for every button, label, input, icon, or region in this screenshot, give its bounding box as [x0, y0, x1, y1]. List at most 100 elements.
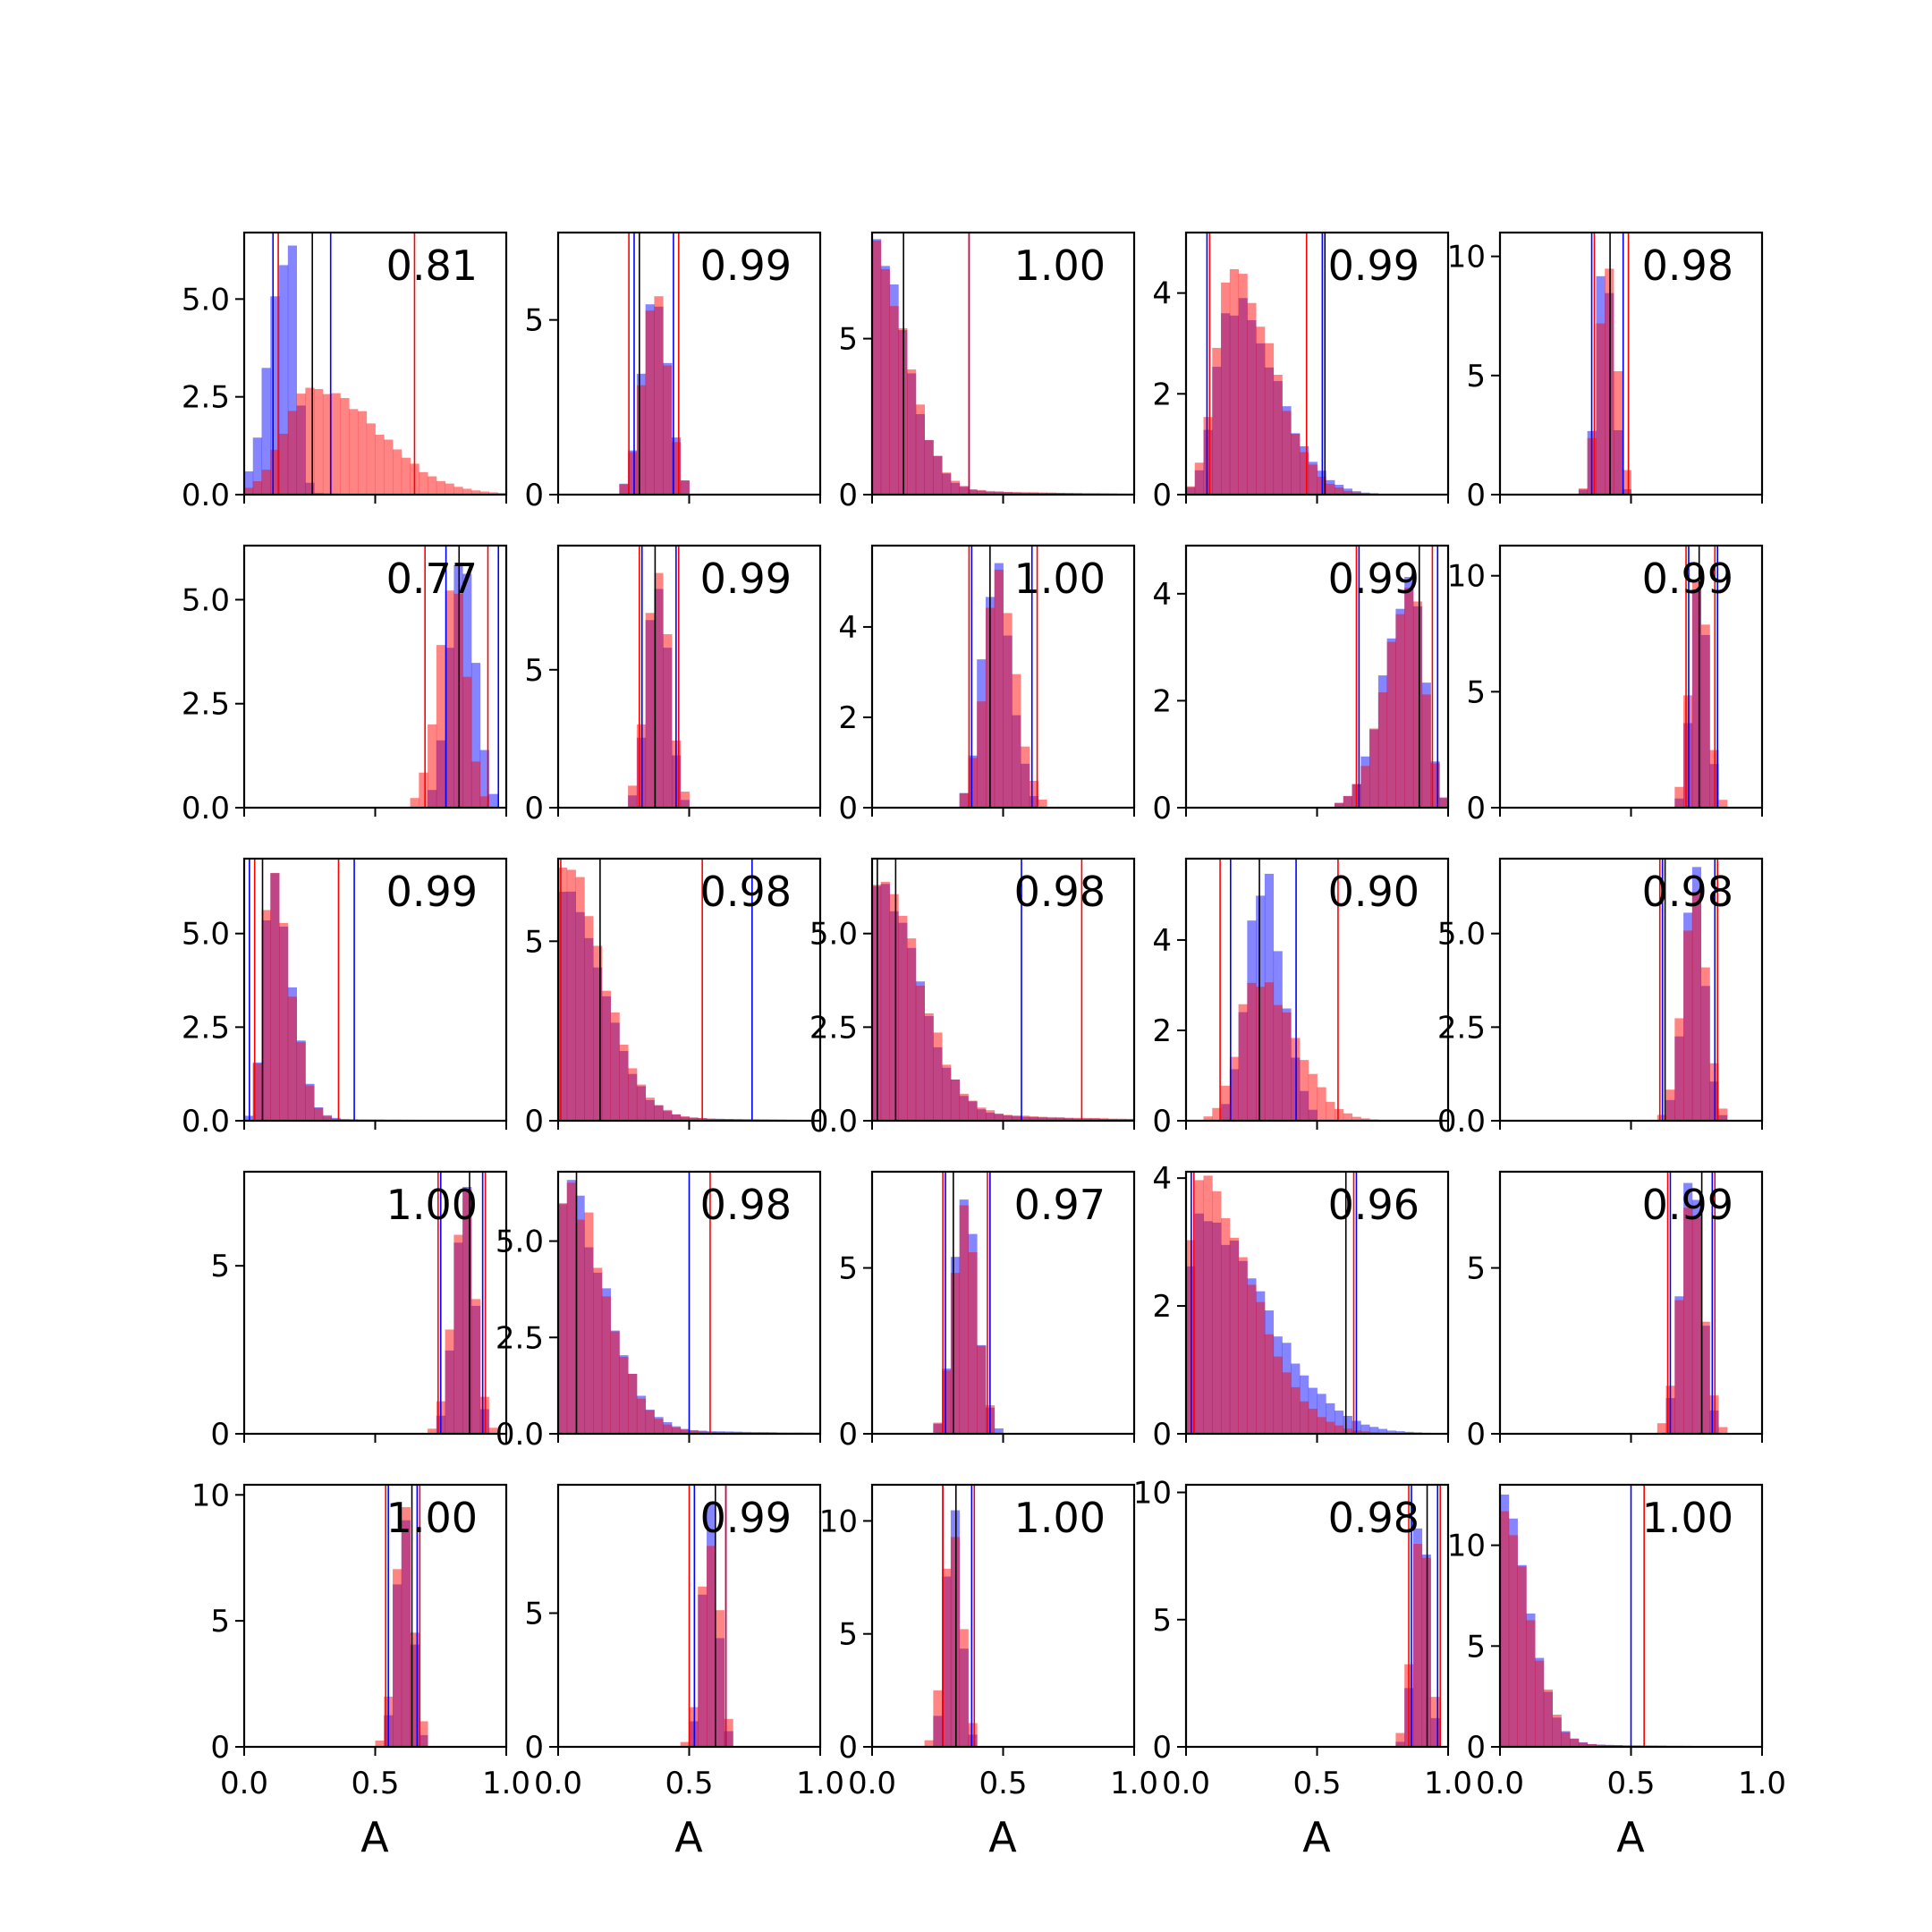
y-tick-label: 10: [1447, 240, 1486, 275]
y-tick-label: 0: [1152, 791, 1172, 826]
red-histogram-bar: [619, 1357, 629, 1434]
red-histogram-bar: [1317, 1087, 1326, 1121]
y-tick-label: 5.0: [182, 917, 230, 953]
blue-histogram-bar: [950, 1257, 961, 1434]
plot-area: [1186, 546, 1448, 808]
red-histogram-bar: [959, 792, 969, 808]
blue-histogram-bar: [1072, 1118, 1082, 1121]
blue-histogram-bar: [636, 373, 647, 495]
red-histogram-bar: [924, 1013, 934, 1121]
red-histogram-bar: [445, 590, 454, 808]
overlap-coefficient-label: 0.98: [1014, 868, 1106, 916]
red-histogram-bar: [296, 394, 306, 495]
y-tick-label: 4: [1152, 276, 1172, 312]
red-histogram-bar: [942, 1064, 952, 1121]
red-histogram-bar: [1700, 967, 1710, 1121]
y-tick-label: 10: [1447, 1529, 1486, 1564]
red-histogram-bar: [479, 491, 489, 495]
blue-histogram-bar: [1247, 1278, 1257, 1434]
red-histogram-bar: [1587, 1744, 1597, 1747]
red-histogram-bar: [1508, 1535, 1518, 1747]
blue-histogram-bar: [252, 437, 262, 495]
blue-histogram-bar: [279, 265, 289, 495]
red-histogram-bar: [1203, 417, 1213, 495]
y-tick-label: 0.0: [496, 1417, 544, 1453]
red-histogram-bar: [1561, 1732, 1571, 1747]
blue-histogram-bar: [977, 659, 987, 808]
red-histogram-bar: [470, 490, 481, 495]
blue-histogram-bar: [968, 1734, 978, 1747]
blue-histogram-bar: [1700, 986, 1710, 1121]
blue-histogram-bar: [252, 1062, 262, 1121]
plot-area: [1186, 233, 1448, 495]
y-tick-label: 5: [1466, 1629, 1486, 1665]
blue-histogram-bar: [1229, 1069, 1239, 1121]
red-histogram-bar: [663, 365, 673, 495]
blue-histogram-bar: [1063, 1118, 1074, 1121]
x-tick-label: 0.0: [534, 1766, 582, 1801]
panel-5-5: 0 5 10 0.0 0.5 1.0 1.00: [1447, 1483, 1786, 1801]
overlap-coefficient-label: 1.00: [1014, 242, 1106, 290]
y-tick-label: 0: [1152, 1104, 1172, 1140]
red-histogram-bar: [933, 1032, 943, 1121]
overlap-coefficient-label: 0.90: [1328, 868, 1419, 916]
blue-histogram-bar: [671, 437, 682, 495]
panel-4-4: 0 2 4 0.96: [1152, 1161, 1450, 1453]
red-histogram-bar: [985, 490, 996, 495]
x-tick-label: 0.5: [1606, 1766, 1655, 1801]
red-histogram-bar: [707, 1546, 716, 1747]
red-histogram-bar: [924, 1740, 934, 1747]
plot-area: [872, 859, 1134, 1121]
red-histogram-bar: [1360, 1118, 1370, 1121]
y-tick-label: 4: [838, 610, 858, 646]
blue-histogram-bar: [689, 1117, 699, 1121]
overlap-coefficient-label: 0.99: [386, 868, 478, 916]
red-histogram-bar: [898, 915, 908, 1121]
blue-histogram-bar: [1561, 1731, 1571, 1747]
blue-histogram-bar: [1596, 1744, 1606, 1747]
blue-histogram-bar: [968, 489, 978, 495]
red-histogram-bar: [453, 487, 463, 495]
red-histogram-bar: [488, 492, 498, 495]
overlap-coefficient-label: 0.99: [700, 242, 792, 290]
blue-histogram-bar: [671, 1114, 682, 1121]
blue-histogram-bar: [1352, 491, 1361, 495]
red-histogram-bar: [959, 486, 969, 495]
red-histogram-bar: [1683, 1208, 1693, 1434]
red-histogram-bar: [436, 480, 446, 495]
red-histogram-bar: [575, 1219, 585, 1434]
red-histogram-bar: [279, 433, 289, 495]
blue-histogram-bar: [1021, 763, 1030, 808]
red-histogram-bar: [1326, 1421, 1335, 1434]
blue-histogram-bar: [654, 1417, 664, 1434]
red-histogram-bar: [977, 489, 987, 495]
blue-histogram-bar: [1404, 576, 1414, 808]
red-histogram-bar: [1194, 1180, 1204, 1434]
red-histogram-bar: [689, 1430, 699, 1434]
blue-histogram-bar: [1291, 433, 1301, 495]
blue-histogram-bar: [279, 927, 289, 1121]
red-histogram-bar: [1273, 1004, 1283, 1121]
red-histogram-bar: [959, 1093, 969, 1121]
red-histogram-bar: [349, 409, 359, 495]
red-histogram-bar: [1012, 1115, 1021, 1121]
plot-area: [558, 859, 820, 1121]
red-histogram-bar: [880, 268, 890, 495]
red-histogram-bar: [1691, 1217, 1702, 1434]
plot-area: [244, 546, 506, 808]
red-histogram-bar: [985, 1110, 996, 1121]
y-tick-label: 5: [210, 1249, 230, 1284]
red-histogram-bar: [1308, 1409, 1318, 1434]
overlap-coefficient-label: 0.98: [700, 1181, 792, 1229]
red-histogram-bar: [942, 472, 952, 495]
red-histogram-bar: [1212, 1107, 1222, 1121]
blue-histogram-bar: [619, 483, 629, 495]
overlap-coefficient-label: 0.98: [1642, 868, 1733, 916]
blue-histogram-bar: [950, 1079, 961, 1121]
red-histogram-bar: [1229, 1237, 1239, 1434]
red-histogram-bar: [1055, 1116, 1065, 1121]
red-histogram-bar: [1500, 1511, 1510, 1747]
panel-3-4: 0 2 4 0.90: [1152, 857, 1450, 1140]
blue-histogram-bar: [305, 1083, 315, 1121]
